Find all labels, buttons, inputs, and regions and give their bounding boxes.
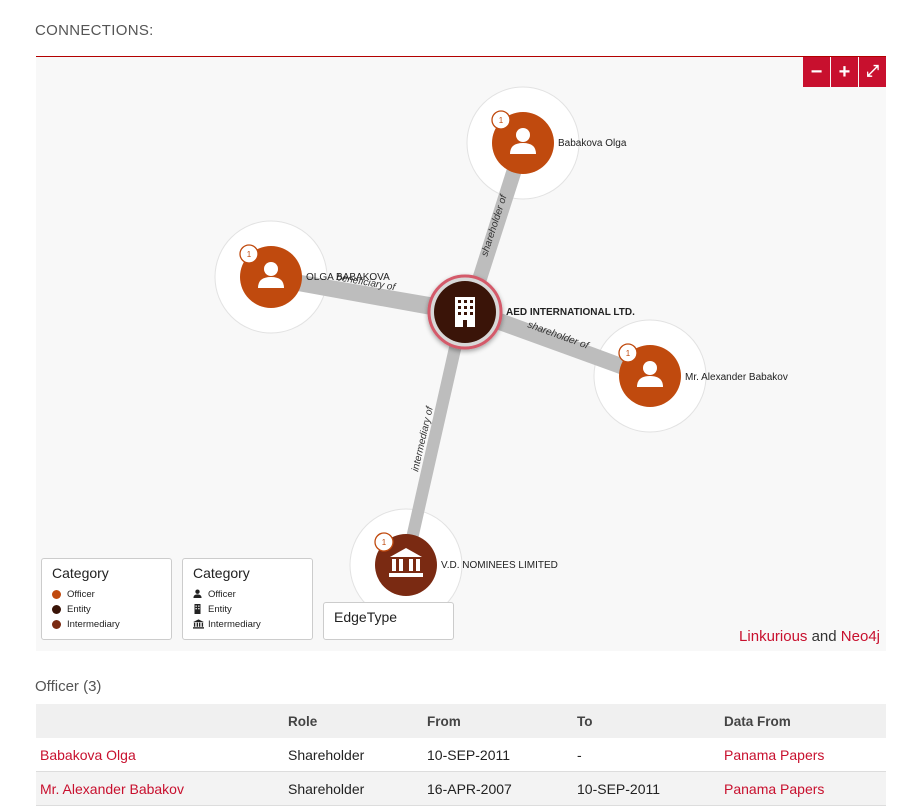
connections-title: CONNECTIONS: — [35, 22, 154, 39]
column-header-role: Role — [287, 704, 426, 738]
column-header-name — [36, 704, 287, 738]
zoom-controls: − + ⤢ — [803, 57, 886, 87]
cell-name: Mr. Alexander Babakov — [36, 771, 287, 806]
source-link[interactable]: Panama Papers — [724, 780, 825, 797]
node-badge: 1 — [499, 116, 504, 125]
node-olga-babakova[interactable]: 1 OLGA BABAKOVA — [239, 244, 390, 308]
node-alexander-babakov[interactable]: 1 Mr. Alexander Babakov — [618, 343, 788, 407]
legend-item: Entity — [52, 602, 161, 617]
cell-role: Shareholder — [287, 738, 426, 772]
officer-link[interactable]: Mr. Alexander Babakov — [40, 780, 184, 797]
color-dot-icon — [52, 590, 61, 599]
neo4j-link[interactable]: Neo4j — [840, 628, 880, 645]
credits: Linkurious and Neo4j — [739, 628, 880, 645]
graph-canvas[interactable]: shareholder of beneficiary of shareholde… — [36, 56, 886, 651]
bank-icon — [193, 618, 204, 631]
cell-from: 10-SEP-2011 — [426, 738, 576, 772]
cell-to: - — [576, 738, 723, 772]
legend-label: Entity — [67, 604, 91, 615]
node-vd-nominees[interactable]: 1 V.D. NOMINEES LIMITED — [374, 532, 558, 596]
node-label: V.D. NOMINEES LIMITED — [441, 560, 558, 571]
person-icon — [193, 589, 202, 600]
legend-title: Category — [193, 565, 250, 581]
legend-item: Intermediary — [193, 617, 302, 632]
legend-edge-type: EdgeType — [323, 602, 454, 640]
person-icon — [510, 128, 536, 154]
color-dot-icon — [52, 605, 61, 614]
person-icon — [258, 262, 284, 288]
linkurious-link[interactable]: Linkurious — [739, 628, 808, 645]
node-label: Mr. Alexander Babakov — [685, 372, 788, 383]
column-header-data-from: Data From — [723, 704, 886, 738]
legend-title: EdgeType — [334, 609, 398, 625]
legend-item: Officer — [193, 587, 302, 602]
graph-svg[interactable]: shareholder of beneficiary of shareholde… — [36, 57, 886, 651]
officer-link[interactable]: Babakova Olga — [40, 746, 136, 763]
legend-label: Officer — [67, 589, 95, 600]
table-row: Babakova Olga Shareholder 10-SEP-2011 - … — [36, 738, 886, 772]
edge-olga-babakova[interactable] — [270, 270, 465, 321]
cell-name: Babakova Olga — [36, 738, 287, 772]
zoom-in-button[interactable]: + — [831, 57, 858, 87]
source-link[interactable]: Panama Papers — [724, 746, 825, 763]
cell-source: Panama Papers — [723, 738, 886, 772]
bank-icon — [389, 548, 423, 577]
edge-alexander-babakov[interactable] — [468, 303, 652, 384]
fullscreen-button[interactable]: ⤢ — [859, 57, 886, 87]
table-header-row: Role From To Data From — [36, 704, 886, 738]
legend-label: Officer — [208, 589, 236, 600]
column-header-from: From — [426, 704, 576, 738]
legend-category-icon: Category Officer Entity Intermediary — [182, 558, 313, 640]
cell-from: 16-APR-2007 — [426, 771, 576, 806]
node-label-center: AED INTERNATIONAL LTD. — [506, 307, 635, 318]
building-icon — [193, 603, 202, 616]
cell-role: Shareholder — [287, 771, 426, 806]
node-aed-international[interactable]: AED INTERNATIONAL LTD. — [427, 274, 635, 350]
legend-label: Entity — [208, 604, 232, 615]
edge-babakova-olga[interactable] — [462, 140, 530, 314]
node-label: Babakova Olga — [558, 138, 627, 149]
legend-item: Officer — [52, 587, 161, 602]
legend-category-color: Category Officer Entity Intermediary — [41, 558, 172, 640]
legend-item: Intermediary — [52, 617, 161, 632]
node-babakova-olga[interactable]: 1 Babakova Olga — [491, 110, 627, 174]
building-icon — [455, 297, 475, 327]
officer-table: Role From To Data From Babakova Olga Sha… — [36, 704, 886, 806]
color-dot-icon — [52, 620, 61, 629]
table-row: Mr. Alexander Babakov Shareholder 16-APR… — [36, 771, 886, 806]
legend-title: Category — [52, 565, 109, 581]
person-icon — [637, 361, 663, 387]
legend-label: Intermediary — [208, 619, 261, 630]
legend-label: Intermediary — [67, 619, 120, 630]
zoom-out-button[interactable]: − — [803, 57, 830, 87]
cell-source: Panama Papers — [723, 771, 886, 806]
node-badge: 1 — [626, 349, 631, 358]
node-badge: 1 — [382, 538, 387, 547]
credits-and: and — [811, 628, 837, 645]
cell-to: 10-SEP-2011 — [576, 771, 723, 806]
node-label: OLGA BABAKOVA — [306, 272, 390, 283]
node-badge: 1 — [247, 250, 252, 259]
officer-section-title: Officer (3) — [35, 678, 102, 695]
edge-vd-nominees[interactable] — [400, 316, 468, 566]
legend-item: Entity — [193, 602, 302, 617]
column-header-to: To — [576, 704, 723, 738]
